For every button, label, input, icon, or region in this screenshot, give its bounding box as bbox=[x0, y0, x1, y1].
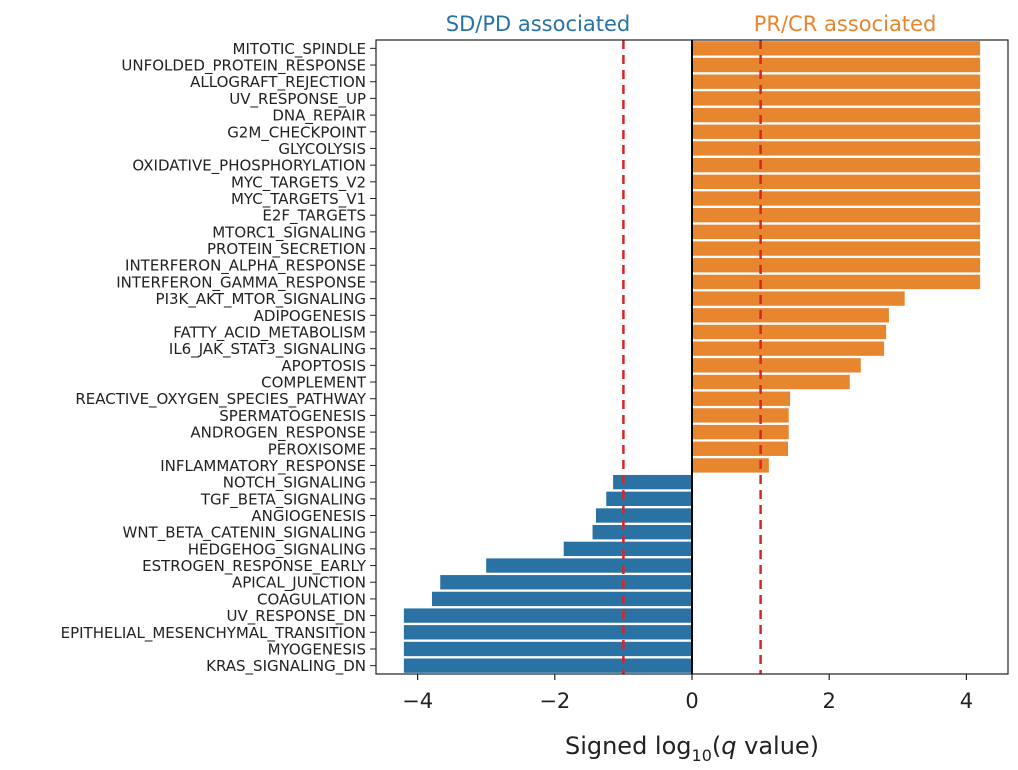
bar-complement bbox=[692, 374, 850, 390]
x-axis-label-main: Signed log bbox=[565, 732, 692, 760]
bar-wnt-beta-catenin-signaling bbox=[592, 525, 692, 540]
bar-spermatogenesis bbox=[692, 408, 789, 423]
category-label: UV_RESPONSE_DN bbox=[226, 607, 366, 626]
category-label: IL6_JAK_STAT3_SIGNALING bbox=[169, 340, 366, 359]
header-pr-cr: PR/CR associated bbox=[754, 12, 937, 36]
threshold-lines-group bbox=[622, 40, 762, 674]
category-label: KRAS_SIGNALING_DN bbox=[206, 657, 366, 676]
bar-myc-targets-v1 bbox=[692, 191, 981, 206]
bar-reactive-oxygen-species-pathway bbox=[692, 391, 791, 406]
category-label: PI3K_AKT_MTOR_SIGNALING bbox=[156, 290, 366, 309]
category-label: DNA_REPAIR bbox=[272, 107, 366, 126]
category-label: MTORC1_SIGNALING bbox=[212, 223, 366, 242]
header-sd-pd: SD/PD associated bbox=[446, 12, 630, 36]
category-label: E2F_TARGETS bbox=[262, 207, 366, 226]
x-axis-label: Signed log10(q value) bbox=[565, 732, 819, 765]
x-axis-label-italic: q bbox=[721, 732, 736, 760]
category-label: OXIDATIVE_PHOSPHORYLATION bbox=[132, 157, 366, 176]
category-label: NOTCH_SIGNALING bbox=[223, 474, 366, 493]
category-label: FATTY_ACID_METABOLISM bbox=[173, 323, 366, 342]
x-tick-label: −4 bbox=[402, 689, 433, 713]
category-label: HEDGEHOG_SIGNALING bbox=[188, 540, 366, 559]
bar-tgf-beta-signaling bbox=[606, 491, 692, 506]
x-axis-ticks-group: −4 −2 0 2 4 bbox=[402, 674, 973, 713]
bar-androgen-response bbox=[692, 424, 789, 440]
bar-mtorc1-signaling bbox=[692, 224, 981, 240]
bar-pi3k-akt-mtor-signaling bbox=[692, 291, 905, 306]
bar-e2f-targets bbox=[692, 208, 981, 223]
category-labels-group: MITOTIC_SPINDLEUNFOLDED_PROTEIN_RESPONSE… bbox=[61, 40, 376, 676]
category-label: INFLAMMATORY_RESPONSE bbox=[160, 457, 366, 476]
x-axis-label-subscript: 10 bbox=[692, 746, 712, 765]
category-label: INTERFERON_ALPHA_RESPONSE bbox=[125, 257, 366, 276]
bar-apoptosis bbox=[692, 358, 861, 373]
bar-g2m-checkpoint bbox=[692, 124, 981, 139]
bar-protein-secretion bbox=[692, 241, 981, 256]
category-label: COMPLEMENT bbox=[261, 374, 367, 392]
category-label: MITOTIC_SPINDLE bbox=[233, 40, 367, 59]
category-label: APICAL_JUNCTION bbox=[232, 574, 366, 593]
category-label: ANDROGEN_RESPONSE bbox=[190, 424, 366, 443]
bar-adipogenesis bbox=[692, 308, 889, 323]
bar-dna-repair bbox=[692, 107, 981, 123]
bar-apical-junction bbox=[440, 575, 692, 590]
category-label: UNFOLDED_PROTEIN_RESPONSE bbox=[121, 57, 366, 76]
category-label: INTERFERON_GAMMA_RESPONSE bbox=[116, 273, 366, 292]
bar-unfolded-protein-response bbox=[692, 57, 981, 73]
bar-interferon-alpha-response bbox=[692, 258, 981, 273]
category-label: TGF_BETA_SIGNALING bbox=[200, 490, 366, 509]
x-tick-label: 2 bbox=[823, 689, 836, 713]
x-axis-label-open: ( bbox=[712, 732, 721, 760]
category-label: PEROXISOME bbox=[268, 440, 366, 458]
bar-uv-response-up bbox=[692, 91, 981, 106]
bar-mitotic-spindle bbox=[692, 41, 981, 56]
bar-kras-signaling-dn bbox=[403, 658, 692, 673]
x-tick-label: −2 bbox=[539, 689, 570, 713]
bar-allograft-rejection bbox=[692, 74, 981, 89]
category-label: ALLOGRAFT_REJECTION bbox=[190, 73, 366, 92]
bar-estrogen-response-early bbox=[486, 558, 692, 573]
x-axis-label-close: value) bbox=[736, 732, 819, 760]
category-label: ANGIOGENESIS bbox=[251, 507, 366, 525]
x-tick-label: 4 bbox=[960, 689, 973, 713]
bar-fatty-acid-metabolism bbox=[692, 324, 887, 340]
bar-oxidative-phosphorylation bbox=[692, 157, 981, 173]
bar-hedgehog-signaling bbox=[563, 541, 692, 557]
bar-peroxisome bbox=[692, 441, 789, 456]
bar-myc-targets-v2 bbox=[692, 174, 981, 189]
bar-epithelial-mesenchymal-transition bbox=[403, 625, 692, 640]
bar-glycolysis bbox=[692, 141, 981, 156]
bar-notch-signaling bbox=[613, 474, 692, 490]
category-label: WNT_BETA_CATENIN_SIGNALING bbox=[123, 524, 367, 543]
category-label: MYOGENESIS bbox=[268, 640, 366, 658]
category-label: PROTEIN_SECRETION bbox=[207, 240, 366, 259]
bar-il6-jak-stat3-signaling bbox=[692, 341, 885, 356]
x-tick-label: 0 bbox=[685, 689, 698, 713]
category-label: COAGULATION bbox=[257, 590, 366, 608]
bars-group bbox=[403, 41, 981, 673]
bar-coagulation bbox=[432, 591, 692, 607]
bar-myogenesis bbox=[403, 641, 692, 657]
category-label: GLYCOLYSIS bbox=[278, 140, 366, 158]
category-label: ESTROGEN_RESPONSE_EARLY bbox=[142, 557, 367, 576]
category-label: APOPTOSIS bbox=[281, 357, 366, 375]
category-label: ADIPOGENESIS bbox=[254, 307, 366, 325]
category-label: G2M_CHECKPOINT bbox=[227, 123, 367, 142]
bar-uv-response-dn bbox=[403, 608, 692, 623]
bar-angiogenesis bbox=[595, 508, 692, 523]
category-label: MYC_TARGETS_V2 bbox=[231, 173, 366, 192]
category-label: REACTIVE_OXYGEN_SPECIES_PATHWAY bbox=[75, 390, 366, 409]
bar-inflammatory-response bbox=[692, 458, 769, 473]
category-label: EPITHELIAL_MESENCHYMAL_TRANSITION bbox=[61, 624, 366, 643]
bar-interferon-gamma-response bbox=[692, 274, 981, 290]
category-label: UV_RESPONSE_UP bbox=[229, 90, 366, 109]
category-label: MYC_TARGETS_V1 bbox=[231, 190, 366, 209]
category-label: SPERMATOGENESIS bbox=[219, 407, 366, 425]
